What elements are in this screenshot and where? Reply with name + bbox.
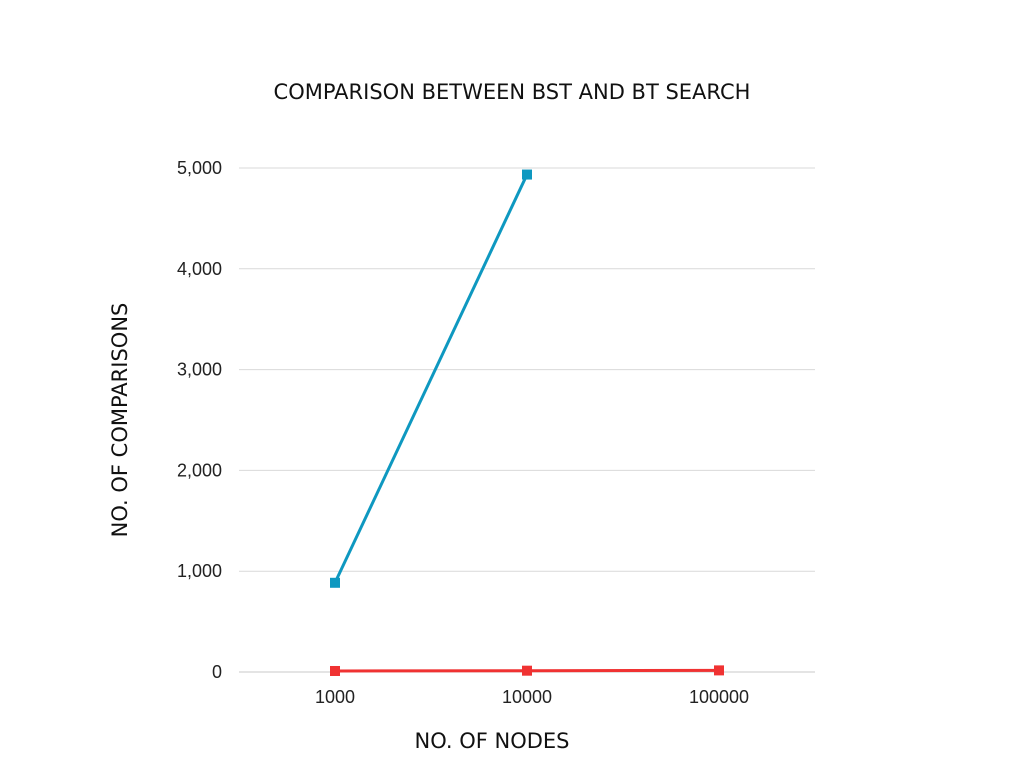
series-line: [333, 173, 529, 584]
x-axis-ticks: 1000 10000 100000: [315, 687, 749, 707]
data-point-marker: [330, 577, 340, 588]
x-tick-label: 10000: [502, 687, 552, 707]
series-layer: [330, 169, 724, 676]
chart-title: COMPARISON BETWEEN BST AND BT SEARCH: [274, 80, 751, 104]
x-tick-label: 100000: [689, 687, 749, 707]
data-point-marker: [330, 665, 340, 676]
data-point-marker: [714, 665, 724, 676]
data-point-marker: [522, 169, 532, 180]
y-tick-label: 2,000: [177, 460, 222, 480]
x-axis-title: NO. OF NODES: [414, 729, 569, 753]
y-tick-label: 3,000: [177, 360, 222, 380]
y-tick-label: 1,000: [177, 561, 222, 581]
grid: [239, 167, 815, 673]
data-point-marker: [522, 665, 532, 676]
y-tick-label: 5,000: [177, 158, 222, 178]
y-axis-ticks: 0 1,000 2,000 3,000 4,000 5,000: [177, 158, 222, 682]
x-tick-label: 1000: [315, 687, 355, 707]
y-tick-label: 4,000: [177, 259, 222, 279]
series-1: [330, 169, 532, 588]
y-tick-label: 0: [212, 662, 222, 682]
y-axis-title: NO. OF COMPARISONS: [108, 303, 132, 538]
series-2: [330, 665, 724, 676]
